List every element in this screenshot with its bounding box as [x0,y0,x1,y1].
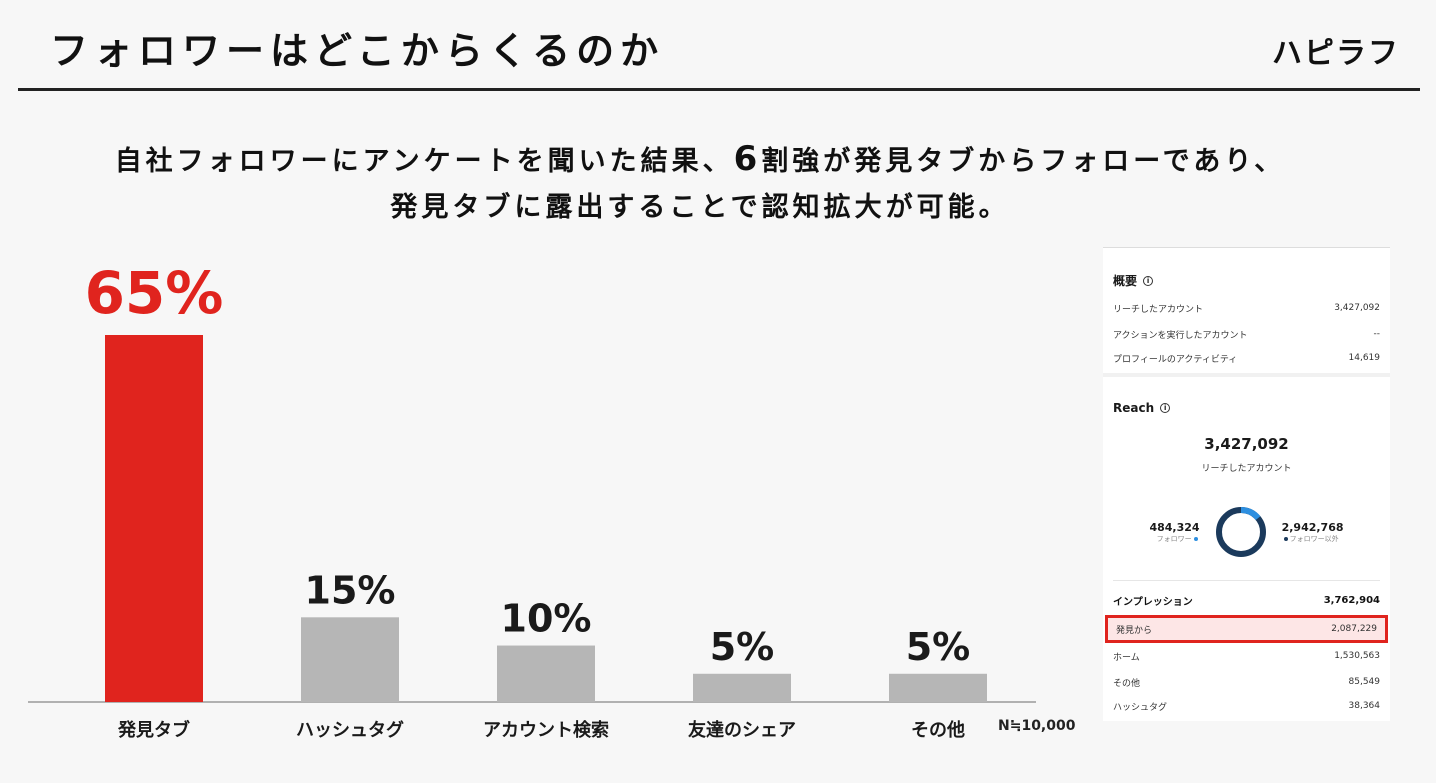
non-followers-dot [1283,536,1288,541]
info-icon[interactable]: i [1160,403,1171,413]
non-followers-value: 2,942,768 [1281,520,1344,534]
data-label-2: 15% [305,568,396,612]
brand-logo: ハピラフ [1272,36,1400,71]
data-label-1: 65% [85,259,224,327]
followers-value: 484,324 [1149,520,1200,534]
headline-line-2: 発見タブに露出することで認知拡大が可能。 [390,192,1010,223]
bar-3 [497,645,595,702]
reach-title: Reach i [1113,377,1380,421]
impressions-row: ホーム 1,530,563 [1113,643,1380,669]
data-label-3: 10% [501,597,592,641]
impressions-value: 3,762,904 [1323,594,1380,606]
bar-4 [693,673,791,702]
overview-row-label: プロフィールのアクティビティ [1113,354,1238,365]
impressions-row-label: ハッシュタグ [1113,702,1168,713]
reach-total: 3,427,092 [1204,435,1289,453]
impressions-row-label: 発見から [1116,625,1153,636]
bar-chart: 65% 発見タブ 15% ハッシュタグ 10% アカウント検索 5% 友達のシェア 5% その他 [28,259,1036,741]
overview-row: プロフィールのアクティビティ 14,619 [1113,347,1380,373]
impressions-row-highlighted: 発見から 2,087,229 [1105,615,1388,643]
overview-row-value: 3,427,092 [1334,303,1380,313]
donut-followers-arc [1215,507,1266,557]
reach-divider [1113,580,1380,581]
data-label-4: 5% [710,625,775,669]
category-label-4: 友達のシェア [688,719,796,741]
non-followers-split: 2,942,768 フォロワー以外 [1282,521,1344,544]
impressions-row-label: その他 [1113,678,1141,689]
overview-card: 概要 i リーチしたアカウント 3,427,092 アクションを実行したアカウン… [1103,248,1390,373]
header-divider [18,88,1420,91]
overview-row-label: リーチしたアカウント [1113,304,1204,315]
impressions-row-value: 2,087,229 [1331,624,1377,634]
category-label-2: ハッシュタグ [296,719,404,741]
data-label-5: 5% [906,625,971,669]
page-title: フォロワーはどこからくるのか [50,29,665,73]
headline: 自社フォロワーにアンケートを聞いた結果、6割強が発見タブからフォローであり、 発… [0,136,1400,231]
category-label-1: 発見タブ [117,719,190,741]
reach-card: Reach i 3,427,092 リーチしたアカウント 484,324 フォロ… [1103,377,1390,721]
impressions-row: ハッシュタグ 38,364 [1113,695,1380,721]
reach-split: 484,324 フォロワー 2,942,768 フォロワー以外 [1113,504,1380,560]
followers-split: 484,324 フォロワー [1149,521,1199,544]
reach-title-text: Reach [1113,401,1155,415]
bar-2 [301,617,399,702]
headline-number: 6 [733,139,762,179]
bar-1 [105,335,203,702]
impressions-row: その他 85,549 [1113,669,1380,695]
insights-panel: 概要 i リーチしたアカウント 3,427,092 アクションを実行したアカウン… [1103,247,1390,721]
header: フォロワーはどこからくるのか ハピラフ [0,0,1436,92]
followers-label: フォロワー [1156,534,1192,543]
overview-row: リーチしたアカウント 3,427,092 [1113,295,1380,321]
impressions-row-label: ホーム [1113,652,1140,663]
impressions-label: インプレッション [1113,596,1193,608]
overview-row: アクションを実行したアカウント -- [1113,321,1380,347]
reach-donut-chart [1215,507,1266,557]
impressions-row-value: 85,549 [1348,677,1381,687]
reach-total-label: リーチしたアカウント [1201,464,1292,474]
overview-row-value: 14,619 [1348,353,1381,363]
impressions-row-value: 1,530,563 [1334,651,1380,661]
card-separator [1103,373,1390,377]
info-icon[interactable]: i [1143,275,1154,286]
sample-size-note: N≒10,000 [998,718,1076,734]
category-label-3: アカウント検索 [483,719,609,741]
overview-title: 概要 i [1113,248,1380,295]
non-followers-label: フォロワー以外 [1289,534,1339,543]
headline-line-1-post: 割強が発見タブからフォローであり、 [761,146,1286,177]
impressions-row-value: 38,364 [1348,701,1381,711]
overview-row-value: -- [1373,329,1381,339]
headline-line-1-pre: 自社フォロワーにアンケートを聞いた結果、 [114,146,734,177]
overview-title-text: 概要 [1113,274,1138,288]
category-label-5: その他 [911,719,965,741]
followers-dot [1193,536,1198,541]
bar-5 [889,673,987,702]
overview-row-label: アクションを実行したアカウント [1113,330,1248,341]
impressions-total-row: インプレッション 3,762,904 [1113,585,1380,615]
headline-line-1: 自社フォロワーにアンケートを聞いた結果、6割強が発見タブからフォローであり、 [0,136,1400,185]
